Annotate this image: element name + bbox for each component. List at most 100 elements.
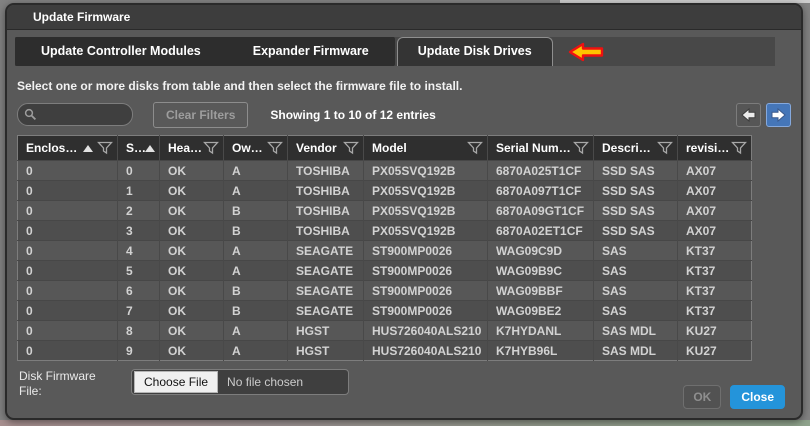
cell-owner: A — [223, 240, 288, 261]
filter-icon[interactable] — [467, 141, 483, 155]
sort-asc-icon — [83, 144, 93, 152]
tab-bar: Update Controller Modules Expander Firmw… — [15, 37, 775, 66]
table-row[interactable]: 0 7 OK B SEAGATE ST900MP0026 WAG09BE2 SA… — [17, 300, 752, 321]
cell-enclosure: 0 — [17, 260, 118, 281]
column-header-vendor[interactable]: Vendor — [287, 135, 364, 161]
cell-description: SSD SAS — [593, 200, 678, 221]
cell-model: ST900MP0026 — [363, 300, 488, 321]
table-row[interactable]: 0 1 OK A TOSHIBA PX05SVQ192B 6870A097T1C… — [17, 180, 752, 201]
cell-enclosure: 0 — [17, 300, 118, 321]
instruction-text: Select one or more disks from table and … — [17, 79, 463, 93]
tab-update-disk-drives[interactable]: Update Disk Drives — [396, 37, 553, 66]
cell-vendor: SEAGATE — [287, 240, 364, 261]
background-page-edge-bottom — [0, 420, 810, 426]
cell-revision: KT37 — [677, 280, 752, 301]
cell-owner: A — [223, 320, 288, 341]
update-firmware-dialog: Update Firmware Update Controller Module… — [5, 3, 803, 420]
table-row[interactable]: 0 8 OK A HGST HUS726040ALS210 K7HYDANL S… — [17, 320, 752, 341]
table-row[interactable]: 0 2 OK B TOSHIBA PX05SVQ192B 6870A09GT1C… — [17, 200, 752, 221]
cell-description: SSD SAS — [593, 220, 678, 241]
cell-enclosure: 0 — [17, 340, 118, 361]
cell-slot: 0 — [117, 160, 160, 181]
table-row[interactable]: 0 0 OK A TOSHIBA PX05SVQ192B 6870A025T1C… — [17, 160, 752, 181]
cell-health: OK — [159, 320, 224, 341]
tab-update-controller-modules[interactable]: Update Controller Modules — [41, 44, 201, 58]
cell-owner: A — [223, 260, 288, 281]
table-row[interactable]: 0 6 OK B SEAGATE ST900MP0026 WAG09BBF SA… — [17, 280, 752, 301]
cell-serial-number: 6870A02ET1CF — [487, 220, 594, 241]
cell-serial-number: WAG09BBF — [487, 280, 594, 301]
cell-serial-number: K7HYB96L — [487, 340, 594, 361]
previous-page-button[interactable] — [736, 102, 761, 127]
disks-table: Enclosure Slot Health — [17, 135, 752, 361]
cell-slot: 8 — [117, 320, 160, 341]
cell-vendor: SEAGATE — [287, 300, 364, 321]
cell-health: OK — [159, 180, 224, 201]
column-header-serial-number[interactable]: Serial Number — [487, 135, 594, 161]
cell-enclosure: 0 — [17, 160, 118, 181]
disk-firmware-file-row: Disk Firmware File: Choose File No file … — [19, 369, 791, 399]
choose-file-button[interactable]: Choose File — [134, 371, 219, 393]
cell-revision: KU27 — [677, 320, 752, 341]
search-box[interactable] — [17, 103, 133, 126]
cell-vendor: TOSHIBA — [287, 200, 364, 221]
cell-description: SAS MDL — [593, 320, 678, 341]
cell-enclosure: 0 — [17, 320, 118, 341]
table-row[interactable]: 0 3 OK B TOSHIBA PX05SVQ192B 6870A02ET1C… — [17, 220, 752, 241]
file-input-control[interactable]: Choose File No file chosen — [131, 369, 349, 395]
column-header-health[interactable]: Health — [159, 135, 224, 161]
cell-model: HUS726040ALS210 — [363, 340, 488, 361]
no-file-chosen-text: No file chosen — [227, 375, 304, 389]
cell-model: ST900MP0026 — [363, 260, 488, 281]
column-header-enclosure[interactable]: Enclosure — [17, 135, 118, 161]
table-row[interactable]: 0 5 OK A SEAGATE ST900MP0026 WAG09B9C SA… — [17, 260, 752, 281]
filter-icon[interactable] — [97, 141, 113, 155]
cell-serial-number: 6870A09GT1CF — [487, 200, 594, 221]
cell-revision: AX07 — [677, 160, 752, 181]
table-row[interactable]: 0 9 OK A HGST HUS726040ALS210 K7HYB96L S… — [17, 340, 752, 361]
next-page-button[interactable] — [766, 102, 791, 127]
cell-owner: A — [223, 160, 288, 181]
cell-enclosure: 0 — [17, 200, 118, 221]
cell-revision: AX07 — [677, 200, 752, 221]
tab-expander-firmware[interactable]: Expander Firmware — [252, 44, 369, 58]
cell-model: PX05SVQ192B — [363, 160, 488, 181]
cell-health: OK — [159, 160, 224, 181]
cell-vendor: SEAGATE — [287, 260, 364, 281]
ok-button[interactable]: OK — [683, 385, 722, 409]
cell-revision: AX07 — [677, 220, 752, 241]
search-input[interactable] — [37, 106, 121, 123]
cell-health: OK — [159, 280, 224, 301]
filter-icon[interactable] — [267, 141, 283, 155]
dialog-title: Update Firmware — [7, 5, 801, 30]
column-header-description[interactable]: Description — [593, 135, 678, 161]
cell-description: SAS — [593, 300, 678, 321]
cell-vendor: TOSHIBA — [287, 220, 364, 241]
sort-asc-icon — [145, 144, 155, 152]
column-header-slot[interactable]: Slot — [117, 135, 160, 161]
inactive-tab-group: Update Controller Modules Expander Firmw… — [15, 37, 395, 66]
filter-icon[interactable] — [203, 141, 219, 155]
cell-serial-number: WAG09C9D — [487, 240, 594, 261]
cell-revision: AX07 — [677, 180, 752, 201]
filter-icon[interactable] — [573, 141, 589, 155]
cell-description: SSD SAS — [593, 160, 678, 181]
cell-model: ST900MP0026 — [363, 240, 488, 261]
clear-filters-button[interactable]: Clear Filters — [153, 101, 249, 128]
cell-slot: 7 — [117, 300, 160, 321]
column-header-revision[interactable]: revision — [677, 135, 752, 161]
column-header-model[interactable]: Model — [363, 135, 488, 161]
cell-serial-number: WAG09B9C — [487, 260, 594, 281]
close-button[interactable]: Close — [730, 385, 785, 409]
filter-icon[interactable] — [657, 141, 673, 155]
filter-icon[interactable] — [343, 141, 359, 155]
cell-vendor: SEAGATE — [287, 280, 364, 301]
column-header-owner[interactable]: Owner — [223, 135, 288, 161]
cell-health: OK — [159, 300, 224, 321]
table-row[interactable]: 0 4 OK A SEAGATE ST900MP0026 WAG09C9D SA… — [17, 240, 752, 261]
cell-slot: 4 — [117, 240, 160, 261]
filter-icon[interactable] — [731, 141, 747, 155]
arrow-left-icon — [741, 107, 756, 122]
cell-model: PX05SVQ192B — [363, 220, 488, 241]
cell-slot: 6 — [117, 280, 160, 301]
